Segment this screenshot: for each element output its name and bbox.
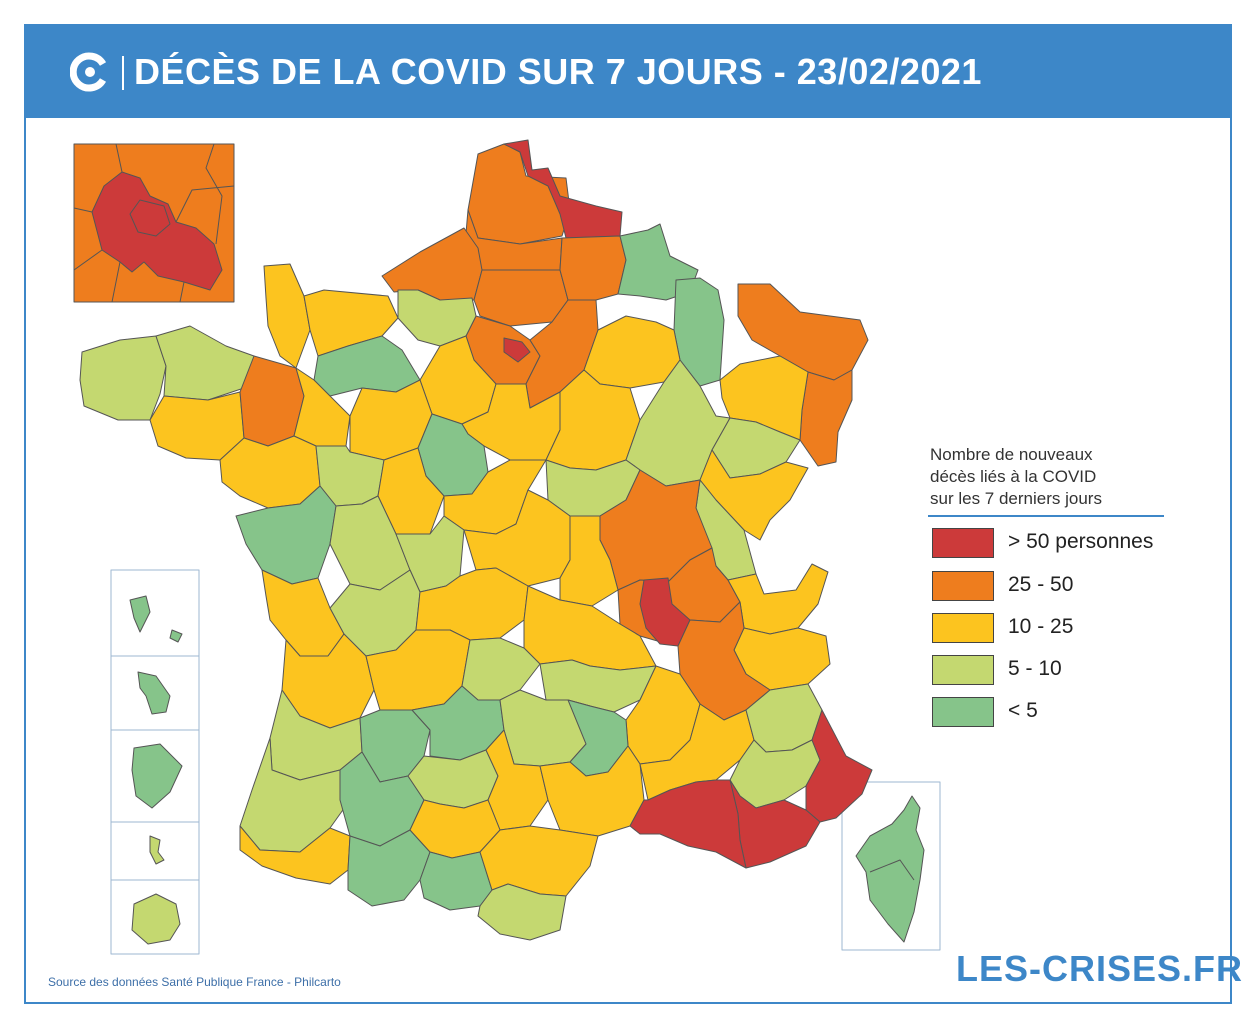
legend-title-line: Nombre de nouveaux [930,445,1093,464]
legend-title: Nombre de nouveaux décès liés à la COVID… [930,444,1170,510]
corsica-inset [841,781,941,951]
legend-title-line: décès liés à la COVID [930,467,1097,486]
legend-divider [928,515,1164,517]
legend-label: 5 - 10 [1008,657,1062,680]
legend-swatch [932,655,994,685]
title-separator [122,56,124,90]
brand-logo: LES-CRISES.FR [956,948,1244,989]
map-frame: DÉCÈS DE LA COVID SUR 7 JOURS - 23/02/20… [24,24,1232,1004]
mainland-france [79,139,873,941]
les-crises-logo-icon [70,52,107,92]
paris-inset [73,143,235,303]
legend-label: 25 - 50 [1008,573,1074,596]
overseas-insets [110,569,200,955]
legend-swatch [932,571,994,601]
legend-label: 10 - 25 [1008,615,1074,638]
legend-swatch [932,613,994,643]
legend-swatch [932,697,994,727]
legend-label: > 50 personnes [1008,530,1154,553]
legend-swatch [932,528,994,558]
page-title: DÉCÈS DE LA COVID SUR 7 JOURS - 23/02/20… [134,51,982,92]
legend-title-line: sur les 7 derniers jours [930,489,1102,508]
legend-label: < 5 [1008,699,1038,722]
header-bar: DÉCÈS DE LA COVID SUR 7 JOURS - 23/02/20… [26,26,1230,118]
source-credit: Source des données Santé Publique France… [48,975,341,989]
